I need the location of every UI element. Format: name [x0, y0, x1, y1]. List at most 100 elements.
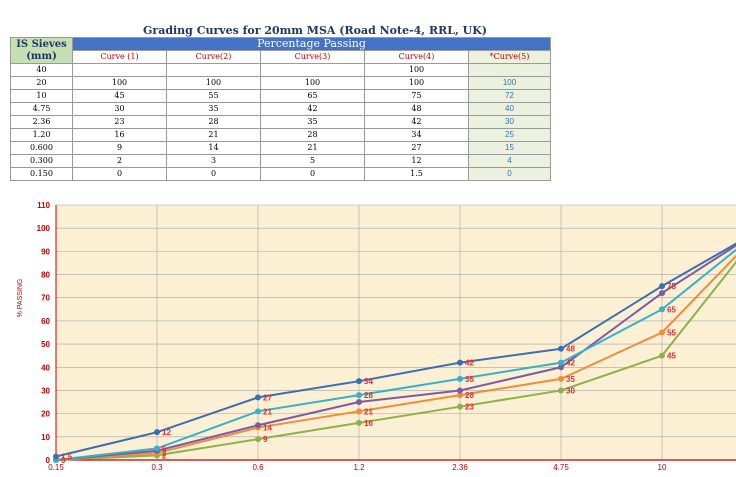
passing-cell: 100: [364, 76, 469, 90]
passing-cell: 34: [364, 128, 469, 142]
data-label: 3: [162, 449, 167, 458]
data-label: 9: [263, 435, 268, 444]
series-line: [55, 248, 736, 461]
passing-cell: 35: [166, 102, 261, 116]
series-points: [53, 283, 665, 463]
passing-cell: [166, 63, 261, 77]
data-label: 0: [61, 456, 66, 465]
x-tick-label: 4.75: [553, 463, 569, 472]
passing-cell: 42: [260, 102, 365, 116]
y-axis: 0 10 20 30 40 50 60 70 80 90 100 110: [37, 201, 51, 465]
data-point: [558, 359, 564, 366]
data-label: 16: [364, 419, 373, 428]
table-row: 1.20 16 21 28 34 25: [10, 128, 551, 142]
curve-header: Curve(4): [364, 50, 469, 64]
table-row: 0.150 0 0 0 1.5 0: [10, 167, 551, 181]
series-line: [55, 242, 736, 458]
data-labels: 0291623304531421283555521283542651.51227…: [61, 282, 676, 465]
data-point: [356, 419, 362, 426]
data-label: 21: [364, 407, 373, 416]
passing-cell: [72, 63, 167, 77]
passing-cell: 100: [260, 76, 365, 90]
grading-table: IS Sieves (mm) Percentage Passing Curve …: [10, 37, 551, 181]
data-point: [356, 378, 362, 385]
data-point: [457, 375, 463, 382]
curve-header: *Curve(5): [468, 50, 551, 64]
passing-cell: 14: [166, 141, 261, 155]
passing-cell: [468, 63, 551, 77]
data-label: 28: [364, 391, 373, 400]
data-point: [659, 329, 665, 336]
x-tick-label: 0.15: [48, 463, 64, 472]
sieve-size-cell: 2.36: [10, 115, 73, 129]
y-tick-label: 30: [41, 386, 50, 395]
data-label: 35: [566, 375, 575, 384]
passing-cell: 28: [166, 115, 261, 129]
data-point: [255, 422, 261, 429]
table-body: 40 100 20 100 100 100 100 100 10 45 55 65 75 72 4.75 30…: [10, 63, 551, 181]
table-row: 0.600 9 14 21 27 15: [10, 141, 551, 155]
table-row: 10 45 55 65 75 72: [10, 89, 551, 103]
percentage-passing-header: Percentage Passing: [72, 37, 551, 51]
data-point: [659, 352, 665, 359]
passing-cell: 30: [468, 115, 551, 129]
passing-cell: 100: [468, 76, 551, 90]
passing-cell: 0: [166, 167, 261, 181]
curve-header: Curve(3): [260, 50, 365, 64]
table-row: 20 100 100 100 100 100: [10, 76, 551, 90]
passing-cell: 55: [166, 89, 261, 103]
passing-cell: 1.5: [364, 167, 469, 181]
passing-cell: 75: [364, 89, 469, 103]
y-tick-label: 60: [41, 317, 50, 326]
y-tick-label: 0: [46, 456, 51, 465]
data-point: [356, 392, 362, 399]
sieve-size-cell: 0.150: [10, 167, 73, 181]
passing-cell: 23: [72, 115, 167, 129]
series-lines: [55, 242, 736, 461]
y-tick-label: 10: [41, 433, 50, 442]
sieve-size-cell: 20: [10, 76, 73, 90]
data-label: 28: [465, 391, 474, 400]
passing-cell: [260, 63, 365, 77]
passing-cell: 28: [260, 128, 365, 142]
data-point: [558, 345, 564, 352]
data-label: 75: [667, 282, 676, 291]
data-label: 42: [465, 359, 474, 368]
x-tick-label: 0.3: [151, 463, 163, 472]
passing-cell: 72: [468, 89, 551, 103]
table-row: 4.75 30 35 42 48 40: [10, 102, 551, 116]
sieve-header-label: IS Sieves: [16, 38, 67, 50]
passing-cell: 9: [72, 141, 167, 155]
data-point: [255, 408, 261, 415]
data-point: [356, 399, 362, 406]
passing-cell: 40: [468, 102, 551, 116]
data-point: [457, 392, 463, 399]
sieve-size-cell: 40: [10, 63, 73, 77]
data-point: [659, 306, 665, 313]
passing-cell: 35: [260, 115, 365, 129]
data-point: [255, 394, 261, 401]
grid: [55, 204, 736, 461]
y-axis-label: % PASSING: [17, 279, 24, 318]
sieve-header-unit: (mm): [26, 50, 57, 62]
series-line: [55, 244, 736, 461]
plot-area: [56, 205, 736, 460]
data-label: 35: [465, 375, 474, 384]
data-point: [457, 403, 463, 410]
series-line: [55, 254, 736, 461]
passing-cell: 16: [72, 128, 167, 142]
sieve-size-cell: 0.600: [10, 141, 73, 155]
data-point: [53, 453, 59, 460]
y-tick-label: 70: [41, 294, 50, 303]
chart-title: Grading Curves for 20mm MSA (Road Note-4…: [143, 24, 487, 37]
data-point: [356, 408, 362, 415]
passing-cell: 0: [72, 167, 167, 181]
data-point: [255, 436, 261, 443]
data-label: 12: [162, 428, 171, 437]
x-tick-label: 2.36: [452, 463, 468, 472]
data-label: 5: [162, 444, 167, 453]
data-label: 21: [263, 407, 272, 416]
x-tick-label: 0.6: [252, 463, 264, 472]
passing-cell: 100: [364, 63, 469, 77]
